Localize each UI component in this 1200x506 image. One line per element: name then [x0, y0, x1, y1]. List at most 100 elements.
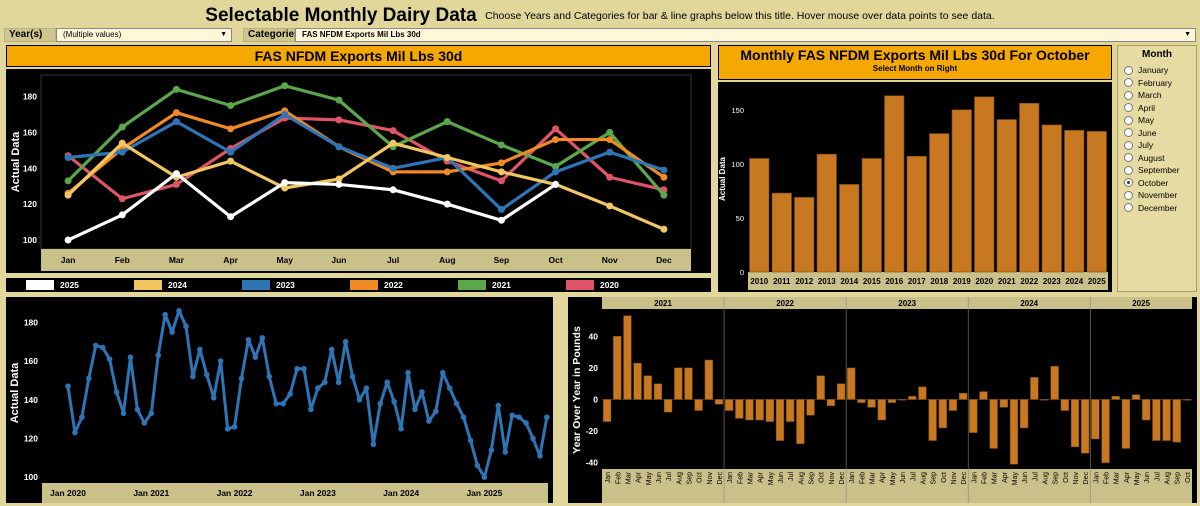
yoy-bar[interactable]	[1060, 399, 1069, 411]
data-point-2020[interactable]	[606, 173, 614, 181]
yoy-bar[interactable]	[928, 399, 937, 441]
data-point[interactable]	[210, 395, 217, 401]
radio-icon[interactable]	[1124, 115, 1133, 125]
legend-item-2024[interactable]: 2024	[134, 280, 222, 290]
data-point[interactable]	[488, 447, 495, 453]
yoy-bar[interactable]	[786, 399, 795, 422]
legend-item-2021[interactable]: 2021	[458, 280, 546, 290]
yoy-bar[interactable]	[755, 399, 764, 421]
yoy-bar[interactable]	[1040, 399, 1049, 401]
legend-item-2023[interactable]: 2023	[242, 280, 330, 290]
data-point-2025[interactable]	[335, 180, 343, 188]
data-point[interactable]	[92, 342, 99, 349]
yoy-bar[interactable]	[633, 362, 642, 400]
data-point[interactable]	[79, 414, 85, 420]
years-dropdown[interactable]: (Multiple values) ▼	[56, 28, 232, 42]
bar-2012[interactable]	[794, 197, 815, 273]
yoy-bar[interactable]	[1162, 399, 1171, 441]
data-point-2023[interactable]	[606, 148, 614, 156]
yoy-bar[interactable]	[867, 399, 876, 408]
data-point-2025[interactable]	[281, 179, 289, 187]
yoy-bar[interactable]	[1091, 399, 1100, 440]
radio-icon[interactable]	[1124, 78, 1133, 88]
data-point-2020[interactable]	[497, 177, 505, 185]
data-point-2021[interactable]	[335, 96, 343, 104]
data-point[interactable]	[467, 437, 474, 444]
yoy-bar[interactable]	[806, 399, 815, 416]
data-point[interactable]	[280, 400, 286, 407]
data-point[interactable]	[370, 441, 377, 448]
yoy-bar[interactable]	[1121, 399, 1131, 449]
yoy-bar[interactable]	[979, 391, 988, 400]
data-point[interactable]	[169, 329, 175, 335]
yoy-bar[interactable]	[887, 399, 897, 403]
data-point-2022[interactable]	[172, 109, 180, 117]
yoy-bar[interactable]	[735, 399, 744, 419]
yoy-bar[interactable]	[897, 399, 907, 401]
month-option-december[interactable]: December	[1118, 202, 1196, 215]
data-point[interactable]	[183, 323, 189, 330]
month-option-july[interactable]: July	[1118, 139, 1196, 152]
data-point[interactable]	[439, 369, 446, 376]
data-point[interactable]	[72, 429, 78, 436]
data-point[interactable]	[398, 426, 404, 432]
monthly-series-chart[interactable]: 100 120 140 160 180 Actual Data Jan 2020 Jan 20…	[6, 297, 586, 503]
data-point-2025[interactable]	[172, 170, 180, 178]
data-point-2023[interactable]	[172, 118, 180, 126]
data-point[interactable]	[197, 346, 203, 353]
yoy-bar[interactable]	[745, 399, 754, 421]
yoy-bar[interactable]	[653, 383, 663, 400]
bar-2011[interactable]	[771, 192, 792, 273]
data-point[interactable]	[176, 307, 182, 314]
data-point-2020[interactable]	[172, 180, 180, 188]
yoy-bar[interactable]	[1182, 399, 1192, 401]
bar-2013[interactable]	[816, 153, 837, 273]
legend-item-2025[interactable]: 2025	[26, 280, 114, 290]
data-point[interactable]	[204, 371, 210, 378]
month-option-november[interactable]: November	[1118, 189, 1196, 202]
yoy-bar-chart[interactable]: 2021 2022 2023 2024 2025 -40 -20 0 20 40 Year Over…	[568, 297, 1197, 503]
month-option-september[interactable]: September	[1118, 164, 1196, 177]
bar-2017[interactable]	[906, 155, 927, 273]
data-point[interactable]	[474, 462, 481, 469]
radio-icon[interactable]	[1124, 190, 1133, 200]
yoy-bar[interactable]	[1101, 399, 1110, 463]
yoy-bar[interactable]	[1142, 399, 1151, 421]
october-bar-chart[interactable]: 0 50 100 150 Actual Data 2010 2011 2012 2013 2014…	[718, 82, 1112, 292]
data-point[interactable]	[433, 408, 439, 415]
yoy-bar[interactable]	[877, 399, 886, 421]
data-point[interactable]	[481, 474, 488, 480]
yoy-bar[interactable]	[1009, 399, 1019, 465]
data-point[interactable]	[446, 385, 453, 391]
data-point-2023[interactable]	[335, 143, 343, 151]
month-option-march[interactable]: March	[1118, 89, 1196, 102]
yoy-bar[interactable]	[999, 399, 1008, 408]
data-point-2023[interactable]	[389, 164, 397, 172]
data-point-2023[interactable]	[660, 166, 668, 174]
yoy-bar[interactable]	[643, 375, 652, 400]
data-point[interactable]	[356, 396, 363, 403]
data-point[interactable]	[287, 391, 293, 397]
data-point-2023[interactable]	[118, 148, 126, 156]
data-point[interactable]	[252, 354, 259, 360]
yoy-bar[interactable]	[969, 399, 978, 433]
yoy-bar[interactable]	[775, 399, 785, 441]
data-point[interactable]	[335, 379, 342, 386]
data-point-2021[interactable]	[64, 177, 72, 185]
bar-2025[interactable]	[1086, 131, 1107, 273]
radio-icon[interactable]	[1124, 203, 1133, 213]
data-point-2024[interactable]	[497, 168, 505, 176]
bar-2023[interactable]	[1041, 124, 1062, 273]
data-point-2021[interactable]	[118, 123, 126, 131]
yoy-bar[interactable]	[918, 386, 927, 400]
data-point[interactable]	[106, 356, 113, 362]
data-point[interactable]	[231, 424, 238, 430]
data-point-2020[interactable]	[118, 195, 126, 203]
month-option-august[interactable]: August	[1118, 152, 1196, 165]
data-point[interactable]	[238, 375, 245, 382]
bar-2016[interactable]	[884, 95, 905, 273]
data-point[interactable]	[294, 366, 300, 372]
yoy-bar[interactable]	[948, 399, 958, 411]
yoy-bar[interactable]	[908, 396, 917, 400]
yoy-bar[interactable]	[1131, 394, 1141, 400]
